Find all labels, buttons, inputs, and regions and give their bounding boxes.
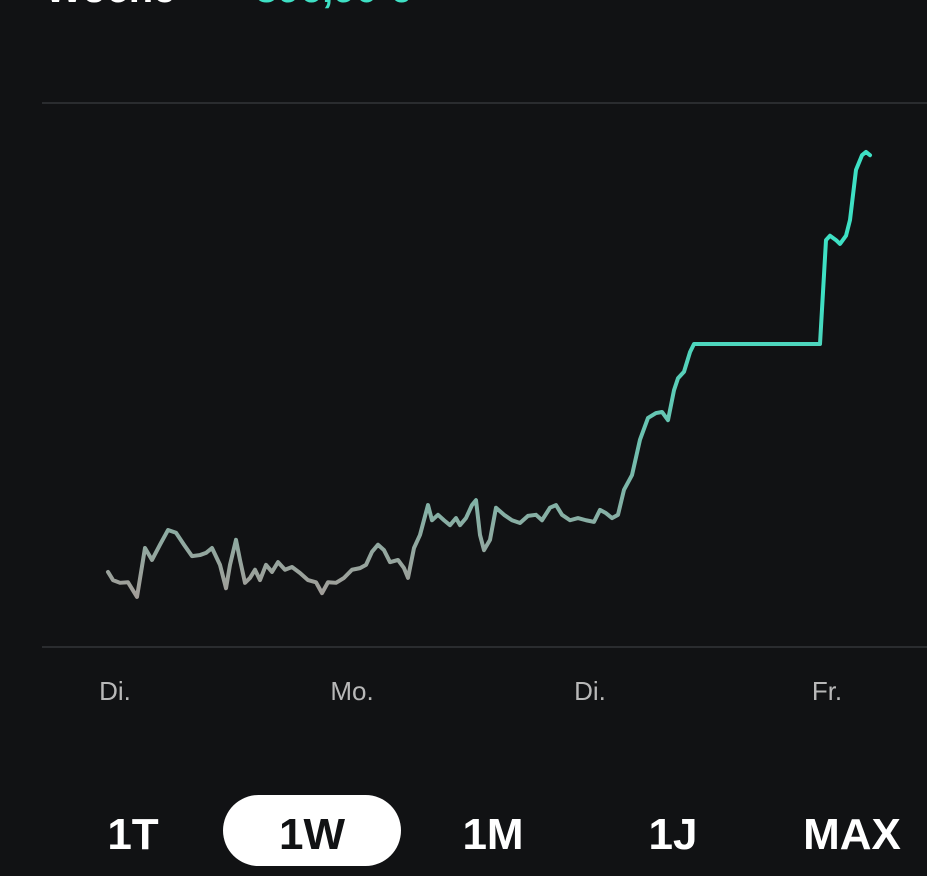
- price-line: [106, 149, 872, 599]
- header-title: Woche: [45, 0, 175, 11]
- x-tick-label: Fr.: [812, 676, 842, 706]
- x-tick-label: Di.: [99, 676, 131, 706]
- timeframe-button[interactable]: 1W: [279, 810, 345, 859]
- timeframe-button[interactable]: MAX: [803, 810, 901, 859]
- x-tick-label: Mo.: [330, 676, 373, 706]
- timeframe-button[interactable]: 1M: [462, 810, 523, 859]
- timeframe-selected-pill[interactable]: [223, 795, 401, 866]
- header-change: +396,90 €: [232, 0, 411, 11]
- timeframe-button[interactable]: 1J: [649, 810, 698, 859]
- timeframe-button[interactable]: 1T: [107, 810, 158, 859]
- x-tick-label: Di.: [574, 676, 606, 706]
